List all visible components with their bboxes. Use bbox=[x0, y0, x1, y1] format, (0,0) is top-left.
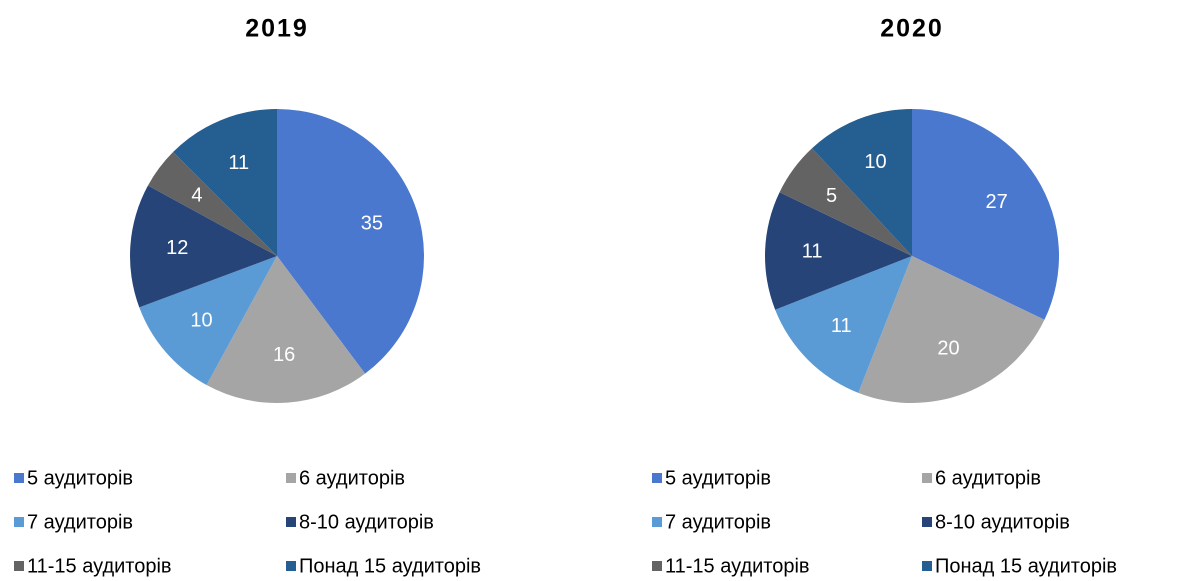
legend-swatch bbox=[652, 517, 662, 527]
data-label: 11 bbox=[831, 315, 852, 337]
legend-label: 7 аудиторів bbox=[665, 511, 771, 533]
legend-swatch bbox=[652, 473, 662, 483]
data-label: 5 bbox=[826, 185, 837, 207]
legend-label: 11-15 аудиторів bbox=[27, 555, 172, 577]
legend-swatch bbox=[286, 473, 296, 483]
legend-label: 7 аудиторів bbox=[27, 511, 133, 533]
legend-swatch bbox=[652, 561, 662, 571]
legend-label: 5 аудиторів bbox=[665, 467, 771, 489]
pie-slice bbox=[912, 109, 1059, 320]
legend-swatch bbox=[286, 517, 296, 527]
pie-slice bbox=[206, 256, 366, 403]
chart-title: 2019 bbox=[245, 15, 309, 43]
data-label: 27 bbox=[986, 191, 1008, 213]
legend-label: Понад 15 аудиторів bbox=[935, 555, 1117, 577]
chart-title: 2020 bbox=[880, 15, 944, 43]
legend-swatch bbox=[922, 517, 932, 527]
pie-slice bbox=[139, 256, 277, 386]
legend-label: 8-10 аудиторів bbox=[299, 511, 434, 533]
pie-slice bbox=[129, 185, 277, 308]
legend-swatch bbox=[14, 561, 24, 571]
pie-slice bbox=[147, 152, 277, 256]
legend-swatch bbox=[922, 473, 932, 483]
pie-slice bbox=[775, 256, 912, 393]
pie-slice bbox=[858, 256, 1045, 403]
legend-label: 8-10 аудиторів bbox=[935, 511, 1070, 533]
data-label: 10 bbox=[864, 151, 886, 173]
legend-label: 11-15 аудиторів bbox=[665, 555, 810, 577]
data-label: 12 bbox=[166, 237, 188, 259]
legend-label: 6 аудиторів bbox=[935, 467, 1041, 489]
pie-slice bbox=[173, 109, 277, 256]
pie-slice bbox=[765, 192, 912, 310]
pie-slice bbox=[779, 148, 912, 256]
legend-label: Понад 15 аудиторів bbox=[299, 555, 481, 577]
pie-slice bbox=[812, 109, 912, 256]
legend-swatch bbox=[286, 561, 296, 571]
pie-slice bbox=[277, 109, 424, 374]
data-label: 11 bbox=[802, 241, 823, 263]
legend-swatch bbox=[14, 517, 24, 527]
legend-swatch bbox=[922, 561, 932, 571]
legend-label: 6 аудиторів bbox=[299, 467, 405, 489]
data-label: 4 bbox=[191, 184, 202, 206]
legend-label: 5 аудиторів bbox=[27, 467, 133, 489]
data-label: 16 bbox=[273, 344, 295, 366]
data-label: 35 bbox=[361, 213, 383, 235]
data-label: 20 bbox=[937, 337, 959, 359]
legend-swatch bbox=[14, 473, 24, 483]
data-label: 10 bbox=[190, 310, 212, 332]
data-label: 11 bbox=[228, 152, 249, 174]
